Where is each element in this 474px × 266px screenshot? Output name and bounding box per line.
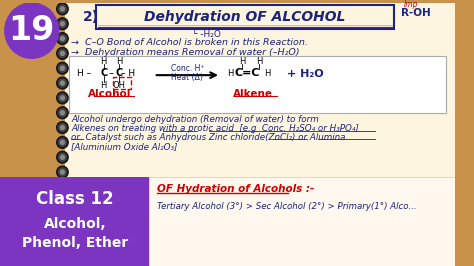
Text: └ -H₂O: └ -H₂O	[192, 30, 221, 39]
Text: H: H	[239, 57, 245, 66]
Circle shape	[59, 198, 66, 206]
Circle shape	[61, 96, 64, 100]
Circle shape	[59, 242, 66, 250]
Circle shape	[59, 183, 66, 191]
Circle shape	[57, 151, 68, 163]
Circle shape	[61, 126, 64, 130]
Text: C=C: C=C	[234, 68, 260, 78]
Bar	[69, 56, 446, 113]
Circle shape	[57, 3, 68, 15]
Circle shape	[59, 20, 66, 28]
Circle shape	[59, 124, 66, 131]
Circle shape	[57, 196, 68, 208]
Bar	[0, 177, 149, 266]
Circle shape	[57, 107, 68, 119]
Circle shape	[61, 155, 64, 159]
Circle shape	[57, 33, 68, 44]
Circle shape	[61, 66, 64, 70]
Circle shape	[61, 37, 64, 40]
Circle shape	[57, 77, 68, 89]
Text: Conc. H⁺: Conc. H⁺	[171, 64, 204, 73]
Text: Imp: Imp	[403, 1, 418, 9]
Text: Alkene: Alkene	[233, 89, 273, 99]
Text: [Aluminium Oxide Al₂O₃]: [Aluminium Oxide Al₂O₃]	[71, 142, 177, 151]
Circle shape	[57, 92, 68, 104]
Text: – H: – H	[121, 69, 135, 78]
Text: →  Dehydration means Removal of water (–H₂O): → Dehydration means Removal of water (–H…	[71, 48, 300, 57]
Circle shape	[57, 166, 68, 178]
Text: 19: 19	[9, 14, 55, 47]
Circle shape	[57, 240, 68, 252]
Text: Alcohol undergo dehydration (Removal of water) to form: Alcohol undergo dehydration (Removal of …	[71, 115, 319, 124]
Text: Alkenes on treating with a protic acid  [e.g  Conc. H₂SO₄ or H₃PO₄]: Alkenes on treating with a protic acid […	[71, 124, 359, 133]
Circle shape	[59, 35, 66, 43]
Circle shape	[61, 215, 64, 219]
Text: H –: H –	[76, 69, 91, 78]
Circle shape	[59, 168, 66, 176]
Text: OH: OH	[113, 81, 126, 90]
Text: Class 12: Class 12	[36, 190, 114, 208]
Text: Alcohol: Alcohol	[88, 89, 131, 99]
Circle shape	[61, 7, 64, 11]
Circle shape	[59, 64, 66, 72]
Circle shape	[57, 62, 68, 74]
Text: H: H	[256, 57, 263, 66]
Text: 2): 2)	[82, 10, 99, 24]
Circle shape	[61, 22, 64, 26]
Circle shape	[59, 227, 66, 235]
Bar	[0, 3, 65, 266]
Text: Heat (Δ): Heat (Δ)	[172, 73, 203, 82]
Text: Alcohol,
Phenol, Ether: Alcohol, Phenol, Ether	[22, 217, 128, 250]
Text: R-OH: R-OH	[401, 8, 431, 18]
Circle shape	[59, 138, 66, 146]
Text: H: H	[116, 57, 122, 66]
Circle shape	[57, 211, 68, 222]
Text: Dehydration OF ALCOHOL: Dehydration OF ALCOHOL	[144, 10, 346, 24]
Circle shape	[61, 111, 64, 115]
Text: OF Hydration of Alcohols :-: OF Hydration of Alcohols :-	[156, 184, 314, 194]
Text: H: H	[264, 69, 270, 78]
Circle shape	[59, 5, 66, 13]
Text: Tertiary Alcohol (3°) > Sec Alcohol (2°) > Primary(1°) Alco...: Tertiary Alcohol (3°) > Sec Alcohol (2°)…	[156, 202, 416, 211]
Circle shape	[61, 170, 64, 174]
Text: + H₂O: + H₂O	[287, 69, 324, 79]
Circle shape	[61, 244, 64, 248]
Text: –: –	[109, 68, 114, 78]
Text: H: H	[228, 69, 234, 78]
Circle shape	[61, 51, 64, 55]
Circle shape	[59, 94, 66, 102]
Text: C: C	[116, 68, 123, 78]
Circle shape	[59, 153, 66, 161]
Circle shape	[61, 229, 64, 233]
Text: →  C–O Bond of Alcohol is broken in this Reaction.: → C–O Bond of Alcohol is broken in this …	[71, 38, 308, 47]
Circle shape	[61, 200, 64, 204]
Circle shape	[57, 47, 68, 59]
Circle shape	[57, 226, 68, 237]
Circle shape	[57, 18, 68, 30]
Circle shape	[61, 185, 64, 189]
Text: or  Catalyst such as Anhydrous Zinc chloride(ZnCl₂) or Alumina: or Catalyst such as Anhydrous Zinc chlor…	[71, 133, 346, 142]
Circle shape	[59, 213, 66, 221]
Circle shape	[61, 81, 64, 85]
Circle shape	[59, 49, 66, 57]
Circle shape	[57, 181, 68, 193]
Circle shape	[59, 79, 66, 87]
Circle shape	[61, 140, 64, 144]
Bar	[149, 177, 455, 266]
Bar	[96, 5, 394, 29]
Circle shape	[57, 122, 68, 134]
Circle shape	[57, 136, 68, 148]
Circle shape	[59, 109, 66, 117]
Text: C: C	[100, 68, 107, 78]
Circle shape	[5, 3, 59, 58]
Text: H: H	[100, 81, 107, 90]
Text: H: H	[100, 57, 107, 66]
Bar	[65, 3, 455, 266]
